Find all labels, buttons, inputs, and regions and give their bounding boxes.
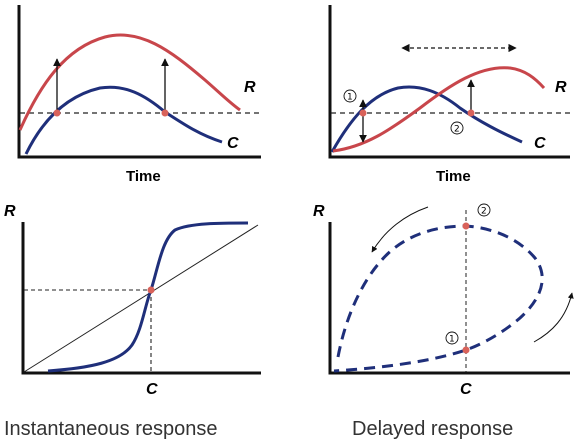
bottom-right-axes xyxy=(328,222,570,375)
top-right-point-1 xyxy=(359,109,367,117)
caption-left: Instantaneous response xyxy=(4,418,218,440)
top-right-marker-1: 1 xyxy=(347,93,353,103)
top-right-x-label: Time xyxy=(436,168,471,185)
bottom-right-y-label: R xyxy=(313,203,325,220)
top-left-point-1 xyxy=(53,109,61,117)
top-right-point-2 xyxy=(467,109,475,117)
bottom-left-diagonal xyxy=(23,224,259,373)
bottom-left-y-label: R xyxy=(4,203,16,220)
top-right-marker-2: 2 xyxy=(454,125,460,135)
top-right-r-label: R xyxy=(555,79,567,96)
top-left-point-2 xyxy=(161,109,169,117)
panel-top-left: R C Time xyxy=(17,5,262,185)
top-right-c-label: C xyxy=(534,135,546,152)
bottom-right-marker-1: 1 xyxy=(449,335,455,345)
panel-bottom-left: R C xyxy=(4,203,261,398)
bottom-right-x-label: C xyxy=(460,381,472,398)
bottom-right-point-2 xyxy=(462,222,470,230)
top-left-c-curve xyxy=(24,85,223,155)
bottom-left-point xyxy=(147,286,155,294)
bottom-right-marker-2-circle xyxy=(477,203,491,217)
bottom-left-axes xyxy=(21,222,261,375)
top-right-c-curve xyxy=(330,85,523,153)
bottom-right-marker-2: 2 xyxy=(481,207,487,217)
top-right-r-curve xyxy=(332,66,546,153)
top-left-c-label: C xyxy=(227,135,239,152)
panel-bottom-right: 2 1 R C xyxy=(313,203,574,398)
bottom-left-s-curve xyxy=(47,221,249,373)
top-left-r-curve xyxy=(18,33,241,131)
top-right-marker-1-circle xyxy=(343,89,357,103)
top-right-marker-2-circle xyxy=(450,121,464,135)
panel-top-right: 1 2 R C Time xyxy=(328,5,570,185)
top-left-r-label: R xyxy=(244,79,256,96)
caption-right: Delayed response xyxy=(352,418,513,440)
bottom-right-arrow-right xyxy=(533,292,574,343)
bottom-right-marker-1-circle xyxy=(445,331,459,345)
top-right-axes xyxy=(328,5,570,159)
bottom-right-point-1 xyxy=(462,346,470,354)
bottom-right-arrow-left xyxy=(371,206,429,253)
top-left-x-label: Time xyxy=(126,168,161,185)
top-left-axes xyxy=(17,5,261,159)
bottom-left-x-label: C xyxy=(146,381,158,398)
bottom-right-loop-upper xyxy=(333,224,544,373)
